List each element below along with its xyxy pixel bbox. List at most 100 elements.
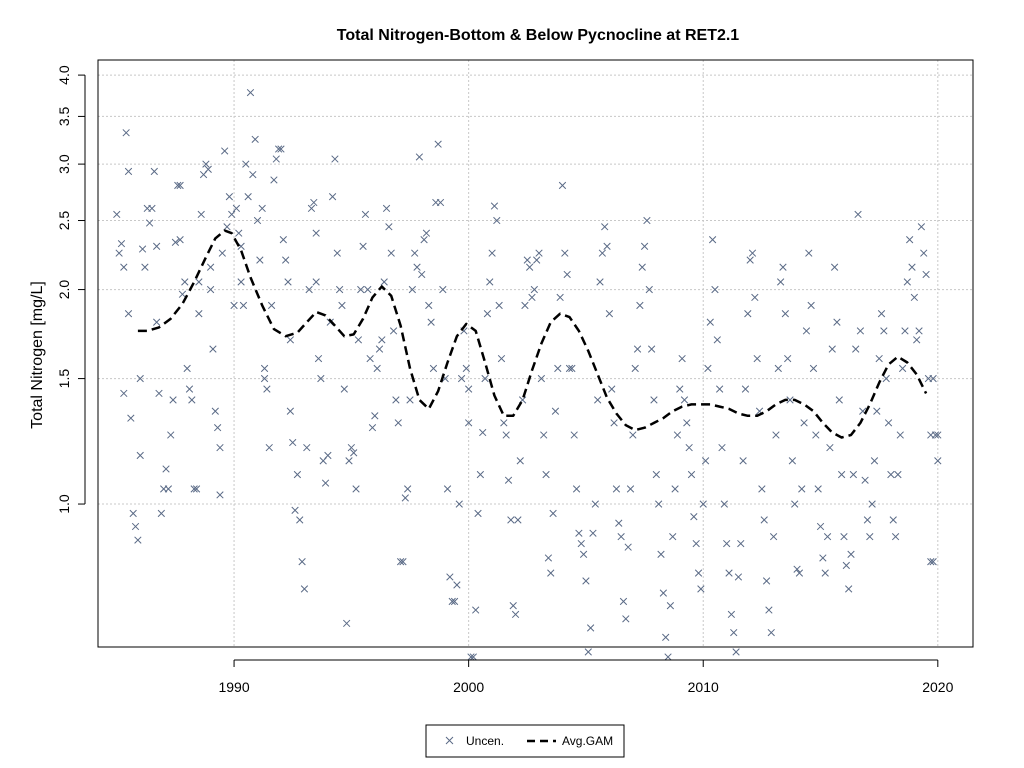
data-point (540, 431, 548, 439)
data-point (802, 327, 811, 335)
data-point (786, 396, 794, 404)
data-point (497, 354, 506, 363)
data-point (697, 585, 705, 593)
data-point (556, 293, 564, 302)
data-point (406, 396, 414, 404)
data-point (680, 396, 689, 404)
data-point (528, 293, 536, 302)
data-point (289, 438, 297, 447)
data-point (572, 485, 581, 493)
data-point (216, 491, 224, 499)
data-point (650, 396, 658, 404)
data-point (244, 193, 252, 201)
data-point (882, 374, 890, 383)
data-point (779, 263, 787, 271)
data-point (249, 170, 257, 179)
chart-title: Total Nitrogen-Bottom & Below Pycnocline… (337, 27, 740, 44)
data-point (701, 457, 710, 465)
data-point (915, 327, 923, 335)
data-point (230, 301, 238, 310)
data-point (640, 242, 649, 250)
data-point (694, 569, 703, 577)
data-point (687, 470, 696, 479)
data-point (551, 407, 560, 415)
data-point (206, 285, 215, 294)
data-point (835, 396, 843, 404)
data-point (523, 256, 531, 264)
data-point (448, 597, 456, 606)
data-point (389, 327, 398, 335)
data-point (643, 216, 651, 225)
data-point (343, 619, 351, 628)
data-point (577, 539, 585, 548)
data-point (837, 470, 846, 479)
data-point (310, 198, 318, 207)
data-point (206, 263, 215, 271)
data-point (232, 204, 241, 213)
data-point (934, 431, 942, 439)
data-point (929, 374, 937, 383)
data-point (854, 210, 862, 219)
data-point (129, 509, 137, 518)
data-point (176, 181, 184, 190)
data-point (347, 443, 356, 452)
data-point (148, 204, 156, 213)
data-point (533, 256, 541, 264)
data-point (185, 385, 194, 393)
data-point (542, 470, 550, 479)
data-point (852, 345, 860, 353)
data-point (378, 336, 386, 344)
data-point (408, 285, 416, 294)
data-point (631, 364, 639, 373)
data-point (516, 457, 524, 465)
data-point (711, 285, 719, 294)
data-point (237, 278, 245, 286)
data-point (673, 431, 682, 439)
data-point (192, 485, 201, 493)
data-point (730, 628, 738, 637)
gam-curve (137, 229, 928, 439)
data-point (615, 519, 623, 527)
data-point (392, 396, 400, 404)
data-point (833, 318, 841, 326)
data-point (772, 431, 780, 439)
data-point (486, 278, 494, 286)
data-point (565, 364, 574, 373)
data-point (561, 249, 569, 257)
data-point (934, 457, 942, 465)
data-point (380, 278, 388, 286)
data-point (481, 374, 489, 383)
data-point (758, 485, 766, 493)
data-point (807, 301, 815, 310)
data-point (223, 223, 231, 231)
data-point (490, 202, 499, 210)
data-point (225, 193, 234, 201)
data-point (511, 610, 520, 619)
data-point (784, 354, 792, 363)
data-point (183, 364, 191, 373)
data-point (861, 476, 869, 484)
data-point (929, 558, 937, 566)
legend-box (425, 724, 625, 758)
data-point (842, 561, 850, 570)
data-point (868, 500, 876, 508)
data-point (910, 293, 919, 302)
data-point (554, 364, 562, 373)
data-point (122, 129, 130, 137)
data-point (138, 245, 147, 253)
data-point (434, 140, 442, 148)
data-point (305, 285, 313, 294)
data-point (502, 431, 510, 439)
data-point (464, 385, 473, 393)
y-axis: 1.0 1.5 2.0 2.5 3.0 3.5 4.0 (56, 65, 86, 514)
data-point (371, 412, 379, 420)
data-point (394, 419, 402, 427)
data-point (579, 550, 588, 558)
data-point (685, 443, 693, 452)
data-point (708, 236, 717, 244)
data-point (282, 256, 290, 264)
data-point (894, 470, 902, 479)
data-point (267, 301, 276, 310)
data-point (732, 648, 740, 656)
